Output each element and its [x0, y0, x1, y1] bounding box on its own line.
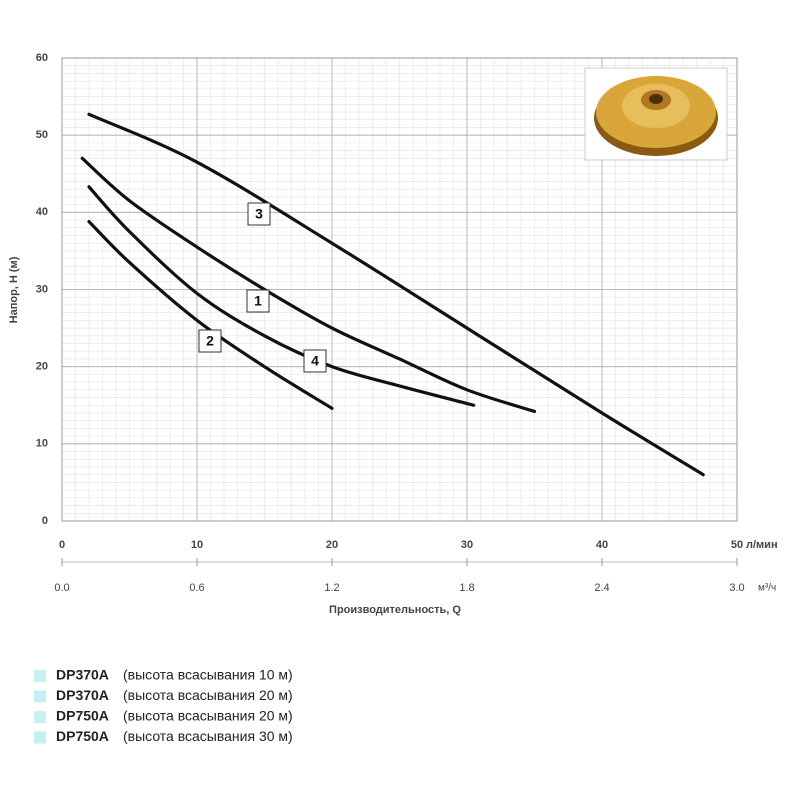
- y-tick-label: 30: [36, 283, 48, 295]
- impeller-photo: [594, 76, 718, 156]
- x2-unit: м³/ч: [758, 583, 776, 594]
- y-tick-label: 20: [36, 361, 48, 373]
- legend-note: (высота всасывания 10 м): [123, 667, 293, 683]
- curve-label: 1: [254, 293, 262, 309]
- legend-swatch: [34, 731, 46, 744]
- x-tick-label: 40: [596, 539, 608, 551]
- y-tick-label: 10: [36, 438, 48, 450]
- curve-label: 4: [311, 353, 319, 369]
- legend-note: (высота всасывания 20 м): [123, 708, 293, 724]
- y-axis-label: Напор, H (м): [8, 256, 20, 323]
- legend-name: DP750A: [56, 728, 109, 744]
- x-tick-label: 50: [731, 539, 743, 551]
- x-tick-label: 10: [191, 539, 203, 551]
- curve-label-box: [198, 329, 222, 353]
- x-unit: л/мин: [746, 539, 778, 551]
- x2-tick-label: 0.6: [189, 582, 204, 594]
- y-tick-label: 0: [42, 515, 48, 527]
- legend-swatch: [34, 711, 46, 723]
- legend-name: DP370A: [56, 687, 109, 703]
- curve: [80, 156, 537, 414]
- curve-label: 3: [255, 206, 263, 222]
- x-tick-label: 30: [461, 539, 473, 551]
- curve: [87, 185, 476, 407]
- legend-name: DP750A: [56, 708, 109, 724]
- legend-note: (высота всасывания 30 м): [123, 728, 293, 744]
- curve-label-box: [303, 349, 327, 373]
- curve: [87, 219, 334, 410]
- y-tick-label: 60: [36, 52, 48, 64]
- y-tick-label: 40: [36, 206, 48, 218]
- x2-tick-label: 2.4: [594, 582, 609, 594]
- legend-swatch: [34, 690, 46, 703]
- y-tick-label: 50: [36, 129, 48, 141]
- legend: DP370A (высота всасывания 10 м) DP370A (выс…: [34, 667, 293, 744]
- legend-name: DP370A: [56, 667, 109, 683]
- curve-label-box: [246, 289, 270, 313]
- x2-tick-label: 0.0: [54, 582, 69, 594]
- x-tick-label: 0: [59, 539, 65, 551]
- curve: [87, 112, 705, 477]
- legend-note: (высота всасывания 20 м): [123, 687, 293, 703]
- x2-tick-label: 1.2: [324, 582, 339, 594]
- x2-tick-label: 1.8: [459, 582, 474, 594]
- curve-label-box: [247, 202, 271, 226]
- x2-tick-label: 3.0: [729, 582, 744, 594]
- legend-swatch: [34, 670, 46, 682]
- x-axis-label: Производительность, Q: [329, 604, 461, 616]
- x-tick-label: 20: [326, 539, 338, 551]
- plot-frame: [61, 57, 738, 522]
- curve-label: 2: [206, 333, 214, 349]
